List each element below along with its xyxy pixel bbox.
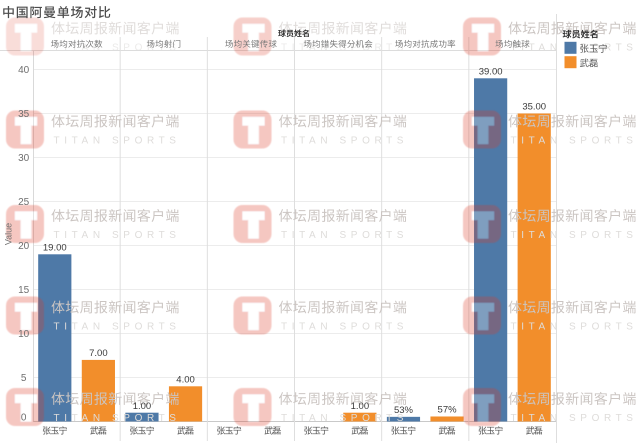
svg-text:40: 40 [18, 65, 30, 76]
svg-text:TITAN SPORTS: TITAN SPORTS [281, 322, 408, 333]
svg-text:TITAN SPORTS: TITAN SPORTS [511, 322, 638, 333]
svg-text:TITAN SPORTS: TITAN SPORTS [511, 136, 638, 147]
svg-text:5: 5 [21, 373, 27, 384]
svg-text:TITAN SPORTS: TITAN SPORTS [281, 230, 408, 241]
svg-text:20: 20 [18, 241, 30, 252]
svg-text:35: 35 [18, 109, 30, 120]
svg-text:1.00: 1.00 [351, 401, 370, 412]
svg-text:TITAN SPORTS: TITAN SPORTS [511, 413, 638, 424]
svg-text:57%: 57% [438, 405, 458, 416]
svg-text:TITAN SPORTS: TITAN SPORTS [54, 136, 181, 147]
svg-text:TITAN SPORTS: TITAN SPORTS [54, 413, 181, 424]
svg-text:53%: 53% [394, 405, 414, 416]
svg-text:TITAN SPORTS: TITAN SPORTS [54, 322, 181, 333]
svg-text:19.00: 19.00 [43, 243, 67, 254]
svg-text:TITAN SPORTS: TITAN SPORTS [54, 43, 181, 54]
svg-text:TITAN SPORTS: TITAN SPORTS [281, 413, 408, 424]
svg-text:35.00: 35.00 [522, 102, 546, 113]
svg-text:0: 0 [21, 413, 27, 424]
svg-text:4.00: 4.00 [176, 375, 195, 386]
svg-text:1.00: 1.00 [133, 401, 152, 412]
svg-text:7.00: 7.00 [89, 348, 108, 359]
svg-text:15: 15 [18, 285, 30, 296]
svg-text:39.00: 39.00 [479, 67, 503, 78]
svg-text:10: 10 [18, 329, 30, 340]
svg-text:Value: Value [4, 223, 14, 245]
svg-text:TITAN SPORTS: TITAN SPORTS [281, 43, 408, 54]
svg-text:TITAN SPORTS: TITAN SPORTS [54, 230, 181, 241]
svg-text:TITAN SPORTS: TITAN SPORTS [281, 136, 408, 147]
svg-text:30: 30 [18, 153, 30, 164]
svg-text:25: 25 [18, 197, 30, 208]
svg-text:TITAN SPORTS: TITAN SPORTS [511, 230, 638, 241]
